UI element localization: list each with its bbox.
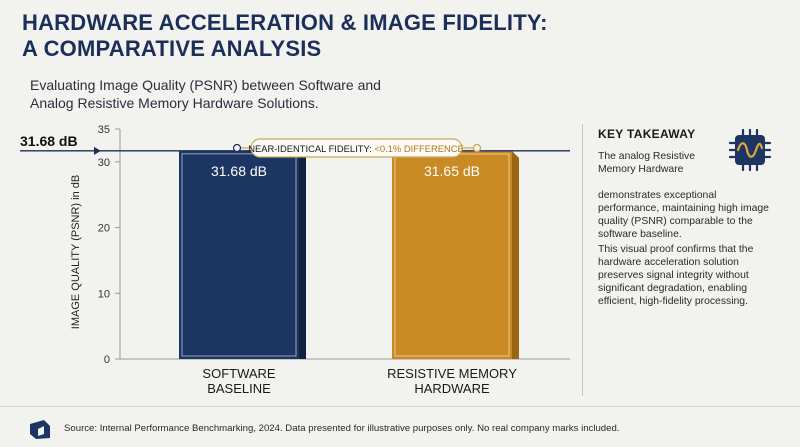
reference-arrow — [94, 146, 101, 155]
subtitle-line-1: Evaluating Image Quality (PSNR) between … — [30, 77, 381, 93]
panel-divider — [582, 124, 583, 396]
x-category-label: RESISTIVE MEMORY — [387, 366, 517, 381]
psnr-bar-chart: 0 10 20 30 35 IMAGE QUALITY (PSNR) in dB 31.68… — [20, 124, 570, 396]
bar-outline — [181, 153, 297, 357]
takeaway-paragraph-1a: The analog Resistive Memory Hardware — [598, 151, 696, 175]
bar-value-label: 31.68 dB — [211, 163, 267, 179]
annotation-label-text: NEAR-IDENTICAL FIDELITY: — [248, 143, 374, 154]
title-line-2: A COMPARATIVE ANALYSIS — [22, 36, 322, 61]
annotation-label: NEAR-IDENTICAL FIDELITY: <0.1% DIFFERENC… — [248, 143, 464, 154]
bar-value-label: 31.65 dB — [424, 163, 480, 179]
x-category-label: HARDWARE — [414, 381, 490, 396]
takeaway-title: KEY TAKEAWAY — [598, 127, 696, 141]
y-tick-label: 20 — [98, 223, 110, 235]
annotation-right-dot — [472, 143, 482, 153]
annotation-highlight: <0.1% DIFFERENCE — [374, 143, 463, 154]
logo-icon — [30, 420, 50, 439]
bar-side — [512, 151, 519, 359]
takeaway-paragraph-2: This visual proof confirms that the hard… — [598, 244, 754, 307]
footer-source: Source: Internal Performance Benchmarkin… — [64, 423, 620, 434]
page-title: HARDWARE ACCELERATION & IMAGE FIDELITY: … — [22, 10, 582, 62]
y-axis-title: IMAGE QUALITY (PSNR) in dB — [70, 175, 82, 329]
annotation-left-dot — [232, 143, 242, 153]
page-subtitle: Evaluating Image Quality (PSNR) between … — [30, 76, 510, 112]
y-tick-label: 0 — [104, 354, 110, 366]
x-category-label: BASELINE — [207, 381, 271, 396]
x-category-label: SOFTWARE — [202, 366, 276, 381]
title-line-1: HARDWARE ACCELERATION & IMAGE FIDELITY: — [22, 10, 548, 35]
footer-divider — [0, 406, 800, 407]
bar — [179, 150, 299, 359]
y-tick-label: 30 — [98, 157, 110, 169]
bar-side — [299, 150, 306, 359]
reference-line-label: 31.68 dB — [20, 133, 78, 149]
y-tick-label: 10 — [98, 288, 110, 300]
subtitle-line-2: Analog Resistive Memory Hardware Solutio… — [30, 95, 319, 111]
annotation-pill — [250, 138, 463, 158]
bar — [392, 151, 512, 359]
chip-waveform-icon — [728, 128, 772, 172]
takeaway-paragraph-1b: demonstrates exceptional performance, ma… — [598, 190, 769, 240]
y-tick-label: 35 — [98, 124, 110, 136]
